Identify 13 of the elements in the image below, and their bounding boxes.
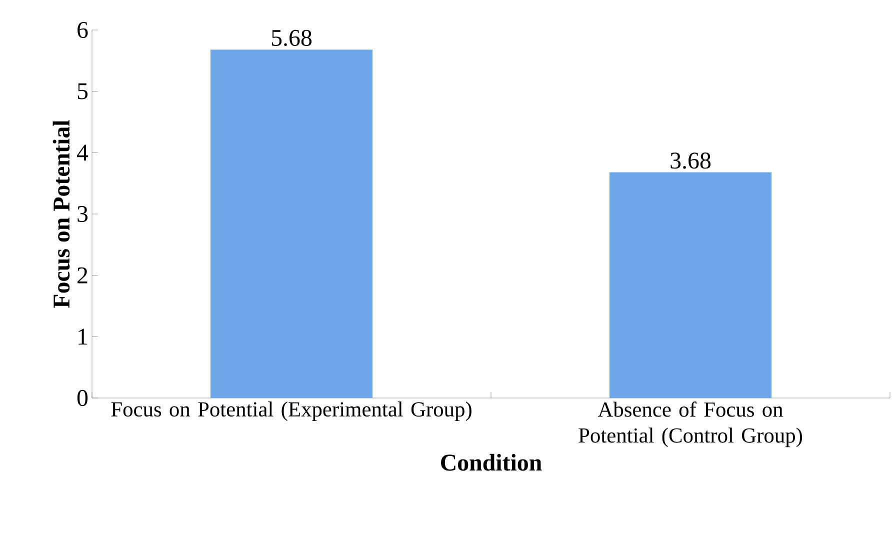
y-tick-label: 2 (78, 267, 88, 284)
y-tick-label: 3 (78, 206, 88, 222)
x-axis-title: Condition (441, 454, 542, 471)
y-tick-label: 4 (76, 144, 88, 161)
y-tick-label: 6 (78, 22, 88, 38)
x-tick-label: Absence of Focus on Potential (Control Group) (578, 402, 802, 448)
data-label: 3.68 (670, 152, 711, 169)
y-tick-label: 5 (78, 83, 88, 100)
y-tick-label: 0 (77, 390, 88, 406)
y-axis-title: Focus on Potential (52, 120, 70, 308)
x-tick-label: Focus on Potential (Experimental Group) (111, 402, 472, 421)
data-label: 5.68 (272, 30, 312, 46)
y-tick-label: 1 (78, 328, 88, 345)
